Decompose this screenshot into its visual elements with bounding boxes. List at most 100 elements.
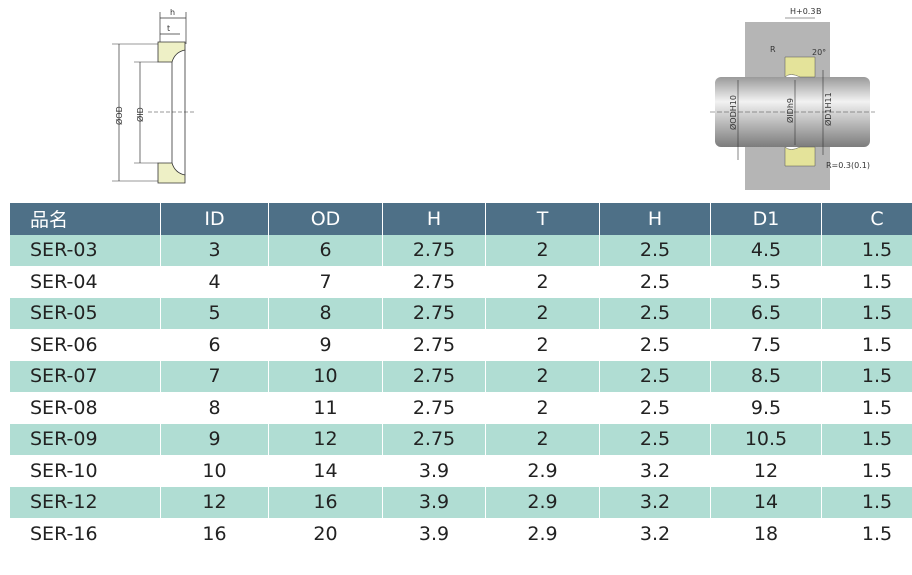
table-cell: 2.75 — [382, 329, 486, 361]
table-cell: 2.75 — [382, 360, 486, 392]
table-cell: 7 — [160, 360, 269, 392]
table-cell: SER-03 — [10, 234, 161, 266]
table-cell: 2.75 — [382, 234, 486, 266]
table-row: SER-04 4 7 2.75 2 2.5 5.5 1.5 — [10, 266, 912, 298]
label: ØID — [135, 107, 145, 122]
table-cell: 1.5 — [821, 486, 912, 518]
table-cell: 2.5 — [599, 360, 711, 392]
label: H+0.3 — [790, 7, 815, 16]
table-cell: 2 — [485, 329, 600, 361]
table-cell: SER-05 — [10, 297, 161, 329]
spec-table: 品名 ID OD H T H D1 C SER-03 3 6 2.75 2 2.5 4.5 1.5 SER-04… — [10, 203, 912, 550]
label: h — [170, 8, 175, 17]
table-cell: SER-16 — [30, 522, 98, 545]
table-cell: SER-07 — [10, 360, 161, 392]
table-cell: 12 — [268, 423, 383, 455]
table-cell: 2.5 — [599, 392, 711, 424]
table-cell: 9.5 — [710, 392, 822, 424]
table-row: SER-10 10 14 3.9 2.9 3.2 12 1.5 — [10, 455, 912, 487]
table-cell: 18 — [710, 518, 822, 550]
table-cell: 2.5 — [599, 266, 711, 298]
table-cell: 2.9 — [485, 455, 600, 487]
table-cell: 2 — [485, 423, 600, 455]
table-cell: 20 — [268, 518, 383, 550]
label: ØD1H11 — [823, 92, 833, 126]
table-cell: 14 — [710, 486, 822, 518]
table-cell: 6 — [160, 329, 269, 361]
table-cell: 3 — [160, 234, 269, 266]
table-row: SER-06 6 9 2.75 2 2.5 7.5 1.5 — [10, 329, 912, 361]
table-cell: 3.9 — [382, 486, 486, 518]
table-cell: 1.5 — [821, 234, 912, 266]
header-cell: ID — [160, 203, 269, 235]
table-cell: 4 — [160, 266, 269, 298]
table-cell: 2 — [485, 297, 600, 329]
table-cell: 1.5 — [821, 392, 912, 424]
table-cell: 2.5 — [599, 329, 711, 361]
table-cell: 3.2 — [599, 455, 711, 487]
table-cell: 12 — [710, 455, 822, 487]
label: B — [816, 7, 822, 16]
table-cell: SER-12 — [10, 486, 161, 518]
header-cell: H — [599, 203, 711, 235]
table-cell: SER-06 — [30, 333, 98, 356]
table-cell: 1.5 — [821, 329, 912, 361]
table-cell: 2.5 — [599, 423, 711, 455]
table-cell: 1.5 — [821, 266, 912, 298]
header-cell: 品名 — [10, 203, 161, 235]
table-row: SER-03 3 6 2.75 2 2.5 4.5 1.5 — [10, 234, 912, 266]
table-cell: 1.5 — [821, 518, 912, 550]
table-cell: 6 — [268, 234, 383, 266]
table-cell: 5.5 — [710, 266, 822, 298]
table-cell: SER-04 — [30, 270, 98, 293]
table-cell: 2.75 — [382, 392, 486, 424]
diagrams: h t ØOD ØID H+0.3 B R 20° ØODH10 ØIDh9 Ø… — [112, 7, 875, 190]
label: t — [167, 24, 170, 33]
table-cell: 10.5 — [710, 423, 822, 455]
table-cell: 2 — [485, 360, 600, 392]
table-cell: 3.9 — [382, 455, 486, 487]
table-row: SER-16 16 20 3.9 2.9 3.2 18 1.5 — [10, 518, 912, 550]
table-row: SER-08 8 11 2.75 2 2.5 9.5 1.5 — [10, 392, 912, 424]
table-cell: 2 — [485, 234, 600, 266]
header-row: 品名 ID OD H T H D1 C — [10, 203, 912, 235]
table-cell: 8 — [160, 392, 269, 424]
table-cell: 3.2 — [599, 486, 711, 518]
table-cell: 1.5 — [821, 360, 912, 392]
header-cell: H — [382, 203, 486, 235]
table-cell: 14 — [268, 455, 383, 487]
table-cell: 7 — [268, 266, 383, 298]
table-cell: 2.5 — [599, 297, 711, 329]
table-cell: 2 — [485, 392, 600, 424]
table-cell: SER-10 — [30, 459, 98, 482]
table-cell: 2.75 — [382, 423, 486, 455]
table-cell: 9 — [268, 329, 383, 361]
table-cell: 10 — [160, 455, 269, 487]
table-cell: 16 — [268, 486, 383, 518]
right-diagram: H+0.3 B R 20° ØODH10 ØIDh9 ØD1H11 R=0.3(… — [710, 7, 875, 190]
table-cell: 2.75 — [382, 297, 486, 329]
label: 20° — [812, 48, 826, 57]
table-cell: 5 — [160, 297, 269, 329]
table-row: SER-09 9 12 2.75 2 2.5 10.5 1.5 — [10, 423, 912, 455]
table-cell: 8.5 — [710, 360, 822, 392]
label: ØODH10 — [728, 95, 738, 130]
table-cell: 11 — [268, 392, 383, 424]
table-row: SER-05 5 8 2.75 2 2.5 6.5 1.5 — [10, 297, 912, 329]
label: R=0.3(0.1) — [826, 161, 870, 170]
table-cell: 2.9 — [485, 518, 600, 550]
table-cell: 2 — [485, 266, 600, 298]
table-cell: 2.75 — [382, 266, 486, 298]
label: ØOD — [114, 106, 124, 125]
left-diagram: h t ØOD ØID — [112, 8, 196, 184]
table-cell: 6.5 — [710, 297, 822, 329]
table-cell: 2.5 — [599, 234, 711, 266]
table-row: SER-12 12 16 3.9 2.9 3.2 14 1.5 — [10, 486, 912, 518]
header-cell: T — [485, 203, 600, 235]
table-cell: 3.2 — [599, 518, 711, 550]
header-cell: OD — [268, 203, 383, 235]
table-cell: 1.5 — [821, 423, 912, 455]
table-cell: 4.5 — [710, 234, 822, 266]
label: R — [770, 45, 776, 54]
table-cell: 12 — [160, 486, 269, 518]
